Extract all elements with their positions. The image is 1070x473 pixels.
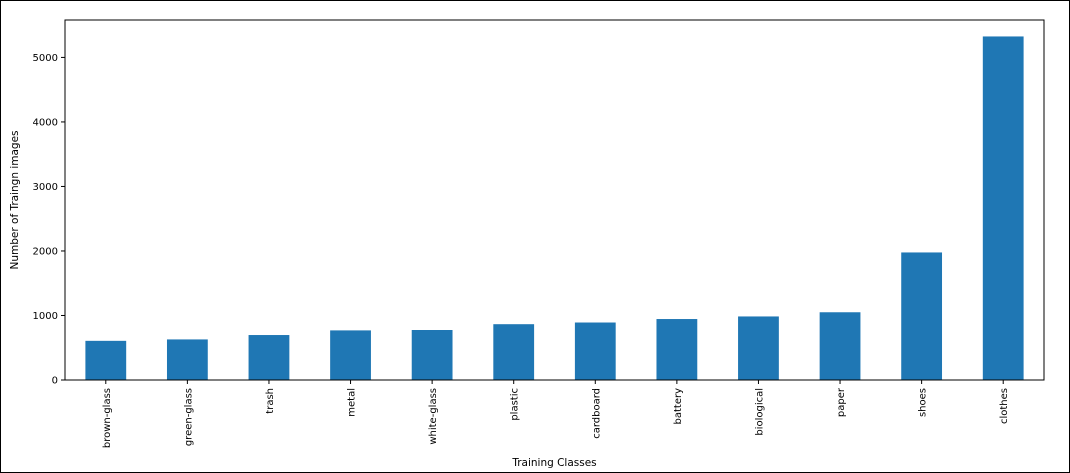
y-axis-label: Number of Traingn images: [9, 130, 21, 269]
x-tick-label: battery: [673, 388, 684, 425]
bar-trash: [248, 335, 290, 380]
x-tick-label: plastic: [510, 388, 521, 421]
bars-group: [85, 36, 1024, 381]
bar-brown-glass: [85, 340, 127, 380]
bar-plastic: [493, 324, 535, 380]
x-axis-label: Training Classes: [511, 457, 596, 469]
x-tick-label: metal: [347, 388, 358, 417]
bar-white-glass: [411, 330, 453, 380]
bar-green-glass: [166, 339, 208, 380]
plot-area-frame: [64, 19, 1045, 381]
bar-metal: [330, 330, 371, 380]
y-tick-label: 1000: [33, 311, 58, 322]
x-tick-label: trash: [265, 388, 276, 414]
x-tick-label: cardboard: [591, 388, 602, 439]
x-tick-label: white-glass: [428, 388, 439, 445]
x-tick-label: biological: [754, 388, 765, 436]
bar-clothes: [982, 36, 1024, 381]
bar-shoes: [901, 252, 943, 380]
x-axis-ticks: brown-glass green-glass trash metal white-gl…: [102, 380, 1010, 448]
x-tick-label: brown-glass: [102, 388, 113, 448]
y-tick-label: 3000: [33, 182, 58, 193]
bar-battery: [656, 319, 698, 380]
bar-paper: [819, 312, 861, 380]
bar-biological: [738, 316, 779, 380]
y-axis-ticks: 0 1000 2000 3000 4000 5000: [33, 53, 65, 387]
x-tick-label: shoes: [918, 388, 929, 417]
y-tick-label: 5000: [33, 53, 58, 64]
y-tick-label: 0: [52, 376, 58, 387]
y-tick-label: 2000: [33, 246, 58, 257]
x-tick-label: clothes: [999, 388, 1010, 424]
x-tick-label: paper: [836, 387, 847, 417]
bar-cardboard: [574, 322, 616, 380]
y-tick-label: 4000: [33, 117, 58, 128]
x-tick-label: green-glass: [183, 388, 194, 446]
